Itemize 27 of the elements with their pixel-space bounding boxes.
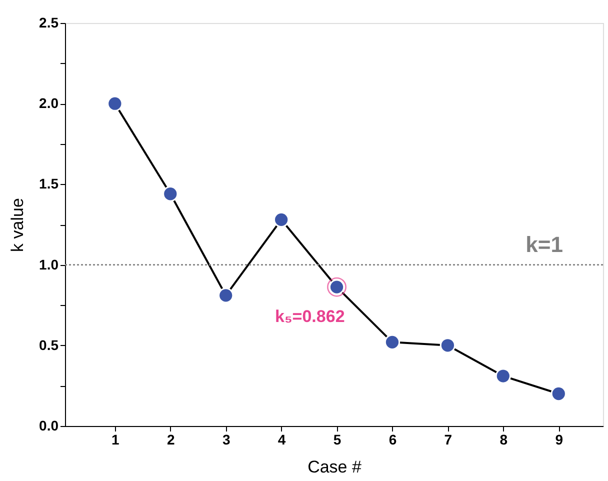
x-tick-label: 7 (444, 432, 452, 448)
point (495, 368, 511, 384)
y-tick-label: 1.5 (39, 176, 59, 192)
x-tick-label: 3 (222, 432, 230, 448)
y-axis-title: k value (8, 198, 28, 252)
x-axis-title: Case # (308, 458, 362, 476)
x-tick-label: 2 (166, 432, 175, 448)
x-tick-label: 8 (500, 432, 508, 448)
x-tick-label: 1 (112, 432, 120, 448)
point (218, 288, 234, 304)
y-tick-label: 1.0 (39, 256, 59, 272)
x-tick-label: 4 (278, 432, 286, 448)
annotation: k₅=0.862 (275, 307, 345, 326)
point (384, 334, 400, 350)
point (550, 386, 566, 402)
point (162, 186, 178, 202)
y-tick-label: 0.5 (39, 336, 59, 353)
ref-line-label: k=1 (526, 232, 563, 257)
y-tick-label: 0.0 (39, 418, 59, 434)
x-tick-label: 5 (333, 432, 342, 448)
x-tick-label: 6 (388, 432, 397, 448)
point (440, 338, 456, 354)
y-tick-label: 2.5 (39, 14, 59, 30)
point (273, 212, 290, 228)
y-tick-label: 2.0 (39, 95, 59, 112)
point (107, 96, 123, 112)
x-tick-label: 9 (555, 432, 564, 448)
